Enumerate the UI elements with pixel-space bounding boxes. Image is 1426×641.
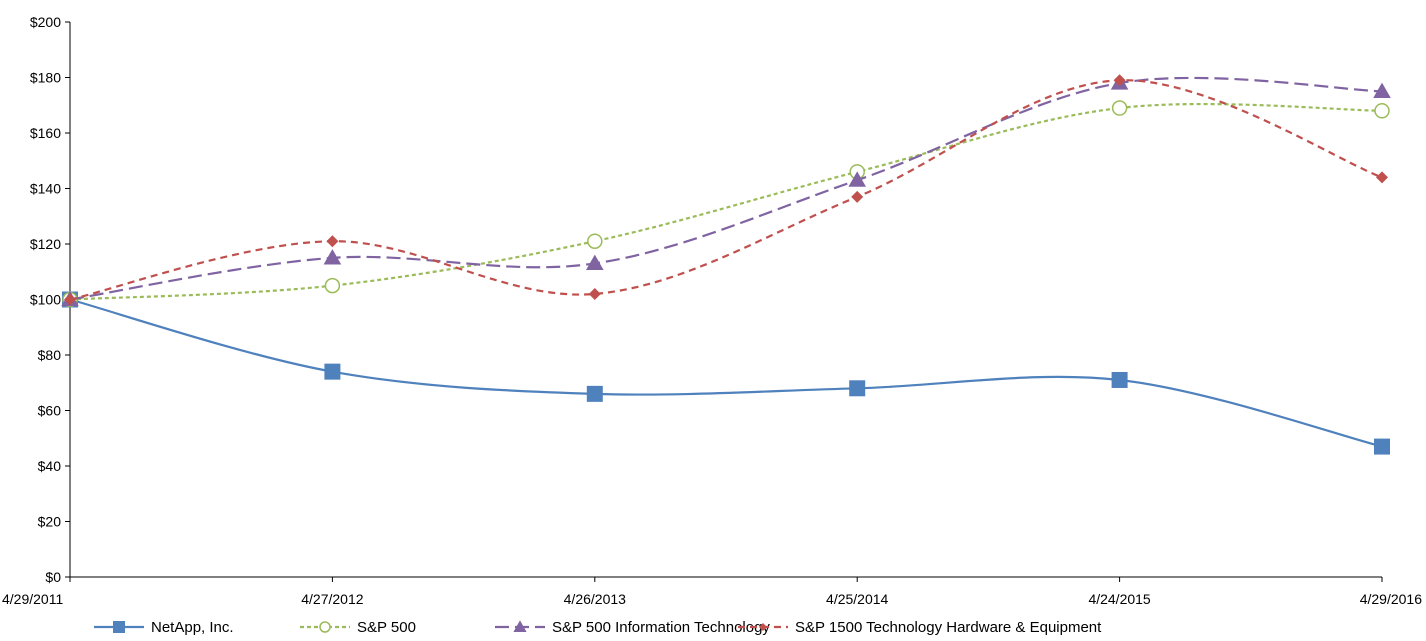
data-point [587,233,603,249]
data-point [1374,103,1390,119]
data-point [1111,100,1128,116]
y-axis-ticks: $0 $20 $40 $60 $80 $100 $120 $140 $160 $180 $200 [30,14,70,585]
legend-item: S&P 500 Information Technology [495,619,770,636]
data-point [1373,82,1391,98]
legend-label: S&P 500 Information Technology [552,619,770,636]
data-point [851,190,864,203]
series-1 [62,100,1390,308]
data-point [1374,438,1390,455]
y-tick-label: $120 [30,236,61,252]
legend-marker [319,621,331,633]
data-point [1111,371,1128,388]
series-line [69,76,1383,301]
y-tick-label: $20 [38,514,62,530]
legend-label: S&P 500 [357,619,416,636]
legend-item: NetApp, Inc. [94,619,234,636]
data-point [1113,74,1126,87]
y-tick-label: $100 [30,292,61,308]
y-tick-label: $0 [45,569,61,585]
legend-label: NetApp, Inc. [151,619,234,636]
data-point [849,380,866,397]
x-axis-ticks: 4/29/2011 4/27/2012 4/26/2013 4/25/2014 4/24… [2,577,1422,607]
y-tick-label: $160 [30,125,61,141]
series-line [69,298,1383,448]
x-tick-label: 4/29/2016 [1360,591,1422,607]
data-point [324,363,341,380]
x-tick-label: 4/24/2015 [1088,591,1150,607]
chart-series [61,74,1391,455]
data-point [326,235,339,248]
x-tick-label: 4/26/2013 [564,591,626,607]
legend-item: S&P 1500 Technology Hardware & Equipment [738,619,1102,636]
series-3 [64,74,1388,306]
y-tick-label: $40 [38,458,62,474]
y-tick-label: $180 [30,70,61,86]
series-0 [62,291,1390,455]
x-tick-label: 4/29/2011 [2,591,63,607]
y-tick-label: $60 [38,403,62,419]
y-tick-label: $140 [30,181,61,197]
series-2 [61,74,1391,307]
chart-legend: NetApp, Inc. S&P 500 S&P 500 Information T… [94,619,1102,636]
data-point [323,249,342,265]
y-tick-label: $200 [30,14,61,30]
series-line [69,102,1383,301]
data-point [324,277,341,294]
legend-marker [513,620,527,632]
series-line [69,79,1383,301]
x-tick-label: 4/25/2014 [826,591,888,607]
legend-marker [759,623,767,631]
data-point [1376,171,1388,184]
legend-item: S&P 500 [300,619,416,636]
data-point [588,287,601,300]
y-tick-label: $80 [38,347,62,363]
data-point [64,293,76,306]
data-point [586,254,604,271]
legend-label: S&P 1500 Technology Hardware & Equipment [795,619,1102,636]
data-point [848,171,866,187]
data-point [586,385,603,402]
x-tick-label: 4/27/2012 [301,591,363,607]
legend-marker [113,621,125,633]
